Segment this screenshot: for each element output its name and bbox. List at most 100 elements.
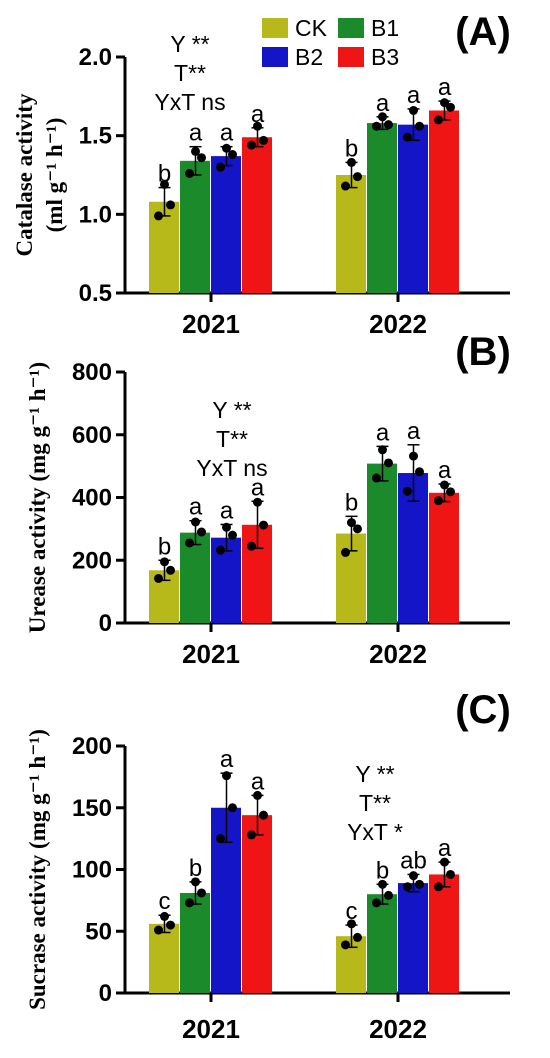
- data-point: [347, 157, 356, 167]
- panel-label: (B): [455, 330, 511, 374]
- y-tick-label: 1.5: [79, 123, 112, 150]
- bar: [211, 156, 241, 293]
- y-tick-label: 150: [72, 795, 112, 822]
- data-point: [185, 538, 194, 548]
- y-tick-label: 600: [72, 422, 112, 449]
- data-point: [222, 143, 231, 153]
- significance-letter: a: [376, 90, 390, 117]
- bar: [336, 175, 366, 293]
- legend-swatch-b1: [338, 18, 364, 38]
- bar: [429, 874, 459, 993]
- data-point: [409, 871, 418, 881]
- data-point: [216, 162, 225, 172]
- data-point: [154, 211, 163, 221]
- significance-letter: b: [345, 489, 358, 516]
- stats-annotation: Y **: [170, 31, 209, 57]
- bar: [149, 201, 179, 293]
- data-point: [197, 153, 206, 163]
- data-point: [228, 803, 237, 813]
- data-point: [372, 121, 381, 131]
- legend-label-b3: B3: [371, 44, 399, 70]
- y-axis-label: (ml g⁻¹ h⁻¹): [42, 118, 67, 233]
- data-point: [372, 473, 381, 483]
- significance-letter: b: [158, 161, 171, 188]
- legend: CK B1 B2 B3: [262, 15, 399, 70]
- data-point: [434, 115, 443, 125]
- stats-annotation: YxT *: [347, 819, 403, 845]
- x-tick-label: 2021: [182, 639, 240, 669]
- bar: [429, 110, 459, 293]
- data-point: [247, 140, 256, 150]
- data-point: [154, 925, 163, 935]
- data-point: [197, 527, 206, 537]
- x-tick-label: 2021: [182, 309, 240, 339]
- data-point: [197, 888, 206, 898]
- y-tick-label: 50: [85, 918, 112, 945]
- significance-letter: a: [376, 419, 390, 446]
- data-point: [409, 105, 418, 115]
- bar: [149, 923, 179, 993]
- significance-letter: a: [189, 494, 203, 521]
- legend-swatch-b2: [262, 47, 288, 67]
- data-point: [247, 541, 256, 551]
- data-point: [347, 518, 356, 528]
- data-point: [446, 487, 455, 497]
- significance-letter: a: [220, 120, 234, 147]
- data-point: [259, 520, 268, 530]
- data-point: [166, 565, 175, 575]
- stats-annotation: Y **: [212, 397, 251, 423]
- panel-label: (C): [455, 688, 511, 732]
- data-point: [160, 557, 169, 567]
- data-point: [403, 882, 412, 892]
- stats-annotation: T**: [359, 790, 391, 816]
- data-point: [353, 524, 362, 534]
- significance-letter: a: [438, 835, 452, 862]
- significance-letter: a: [220, 497, 234, 524]
- stats-annotation: YxT ns: [154, 89, 225, 115]
- bar: [180, 160, 210, 293]
- significance-letter: a: [438, 457, 452, 484]
- bar: [211, 537, 241, 623]
- data-point: [434, 882, 443, 892]
- y-tick-label: 100: [72, 857, 112, 884]
- data-point: [222, 771, 231, 781]
- stats-annotation: YxT ns: [196, 455, 267, 481]
- data-point: [384, 120, 393, 130]
- data-point: [259, 810, 268, 820]
- data-point: [191, 146, 200, 156]
- significance-letter: b: [189, 855, 202, 882]
- data-point: [253, 497, 262, 507]
- data-point: [353, 932, 362, 942]
- bar: [242, 815, 272, 993]
- data-point: [166, 920, 175, 930]
- data-point: [166, 200, 175, 210]
- significance-letter: b: [158, 533, 171, 560]
- significance-letter: a: [189, 120, 203, 147]
- y-tick-label: 0: [99, 610, 112, 637]
- y-axis-label: Sucrase activity (mg g⁻¹ h⁻¹): [25, 729, 50, 1010]
- stats-annotation: Y **: [355, 761, 394, 787]
- y-tick-label: 0: [99, 980, 112, 1007]
- data-point: [160, 179, 169, 189]
- bar: [429, 492, 459, 623]
- y-tick-label: 2.0: [79, 44, 112, 71]
- data-point: [228, 530, 237, 540]
- data-point: [440, 857, 449, 867]
- data-point: [434, 496, 443, 506]
- data-point: [185, 898, 194, 908]
- data-point: [372, 898, 381, 908]
- data-point: [384, 458, 393, 468]
- data-point: [378, 445, 387, 455]
- legend-swatch-b3: [338, 47, 364, 67]
- bar: [180, 892, 210, 993]
- data-point: [347, 919, 356, 929]
- data-point: [384, 890, 393, 900]
- data-point: [253, 790, 262, 800]
- data-point: [446, 869, 455, 879]
- data-point: [415, 121, 424, 131]
- significance-letter: a: [251, 474, 265, 501]
- data-point: [191, 517, 200, 527]
- data-point: [185, 168, 194, 178]
